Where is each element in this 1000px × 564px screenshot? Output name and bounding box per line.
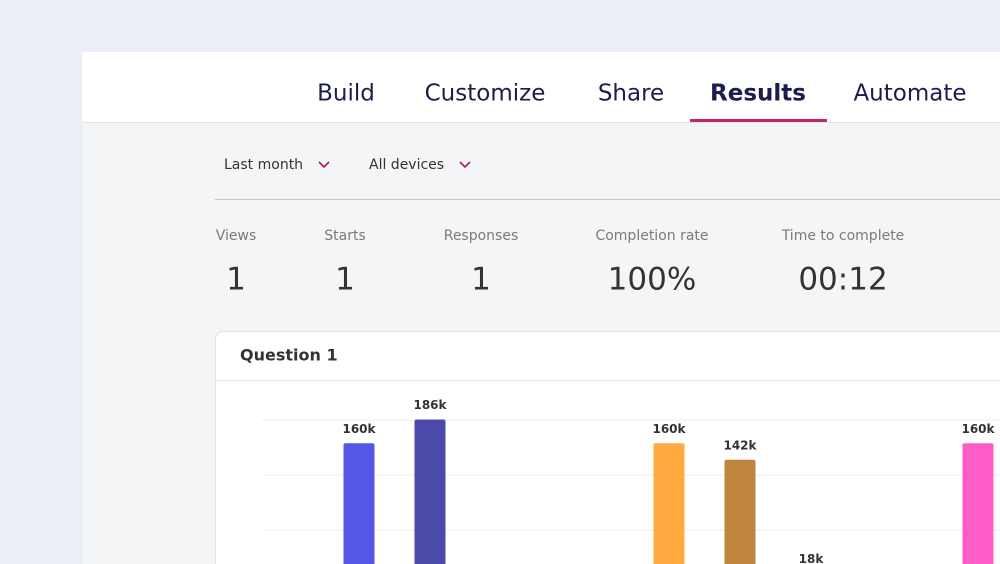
chevron[interactable] [459, 161, 471, 169]
tab[interactable]: Build [317, 81, 375, 107]
stat-label: Starts [324, 228, 366, 244]
tab[interactable]: Customize [425, 81, 546, 107]
value-label: 142k [723, 438, 757, 452]
tabs: Build Customize Share Results Automate [317, 81, 967, 122]
chart: 160k 186k 160k 142k 18k 160k [262, 398, 1000, 564]
stat-value: 1 [335, 262, 355, 298]
tab[interactable]: Share [598, 81, 664, 107]
value-label: 160k [961, 422, 995, 436]
bar [962, 443, 994, 564]
value-label: 186k [413, 398, 447, 412]
question-card [215, 331, 1000, 564]
stat-label: Completion rate [595, 228, 708, 244]
header [82, 52, 1000, 122]
value-label: 160k [342, 422, 376, 436]
stat-label: Responses [444, 228, 519, 244]
question-title: Question 1 [240, 346, 338, 365]
tab[interactable]: Results [710, 81, 806, 107]
stat-value: 00:12 [798, 262, 887, 298]
tab[interactable]: Automate [853, 81, 966, 107]
bar [653, 443, 685, 564]
stats: Views 1 Starts 1 Responses 1 Completion rate 10… [216, 228, 905, 298]
chevron[interactable] [318, 161, 330, 169]
value-label: 18k [799, 552, 825, 564]
stat-label: Time to complete [781, 228, 905, 244]
bar [724, 459, 756, 564]
filters: Last month All devices [224, 157, 471, 173]
stat-value: 1 [471, 262, 491, 298]
stat-value: 1 [226, 262, 246, 298]
bar [343, 443, 375, 564]
bar [414, 419, 446, 564]
stat-value: 100% [608, 262, 697, 298]
filter[interactable]: Last month [224, 157, 303, 173]
filter[interactable]: All devices [369, 157, 444, 173]
value-label: 160k [652, 422, 686, 436]
tab-underline [690, 119, 827, 122]
stat-label: Views [216, 228, 257, 244]
